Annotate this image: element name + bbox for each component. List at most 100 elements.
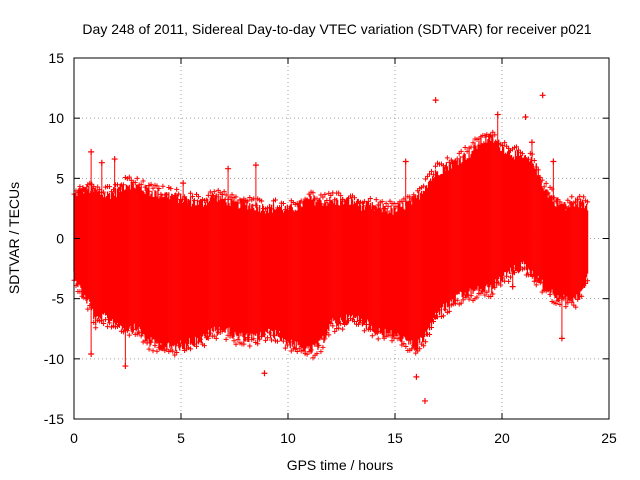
data-point bbox=[393, 332, 399, 338]
data-point bbox=[521, 265, 527, 271]
outlier-layer bbox=[88, 92, 565, 404]
data-point bbox=[531, 158, 537, 164]
outlier-point bbox=[558, 335, 565, 342]
y-tick-label: 10 bbox=[48, 110, 64, 126]
data-point bbox=[446, 308, 452, 314]
data-point bbox=[280, 201, 286, 207]
data-point bbox=[454, 297, 460, 303]
data-point bbox=[263, 337, 269, 343]
data-point bbox=[271, 332, 277, 338]
data-point bbox=[239, 199, 245, 205]
data-point bbox=[411, 342, 417, 348]
x-tick-label: 20 bbox=[494, 430, 510, 446]
data-point bbox=[150, 348, 156, 354]
outlier-point bbox=[111, 156, 118, 163]
data-point bbox=[77, 289, 83, 295]
data-point bbox=[393, 204, 399, 210]
data-point bbox=[276, 204, 282, 210]
data-point bbox=[543, 180, 549, 186]
data-point bbox=[506, 278, 512, 284]
outlier-point bbox=[539, 92, 546, 99]
data-point bbox=[361, 328, 367, 334]
data-point bbox=[160, 344, 166, 350]
data-point bbox=[381, 206, 387, 212]
data-point bbox=[411, 192, 417, 198]
data-point bbox=[269, 337, 275, 343]
data-point bbox=[464, 291, 470, 297]
data-point bbox=[431, 318, 437, 324]
data-point bbox=[369, 333, 375, 339]
data-point bbox=[427, 332, 433, 338]
data-point bbox=[265, 335, 271, 341]
outlier-point bbox=[122, 363, 129, 370]
data-point bbox=[188, 190, 194, 196]
outlier-point bbox=[494, 111, 501, 118]
data-point bbox=[379, 329, 385, 335]
outlier-point bbox=[225, 165, 232, 172]
data-point bbox=[160, 183, 166, 189]
outlier-point bbox=[88, 351, 95, 358]
data-point bbox=[432, 163, 438, 169]
outlier-point bbox=[528, 139, 535, 146]
data-point bbox=[241, 341, 247, 347]
data-point bbox=[134, 175, 140, 181]
data-point bbox=[229, 192, 235, 198]
data-point bbox=[130, 327, 136, 333]
data-point bbox=[207, 330, 213, 336]
data-point bbox=[462, 294, 468, 300]
chart-title: Day 248 of 2011, Sidereal Day-to-day VTE… bbox=[82, 21, 591, 37]
data-point bbox=[421, 343, 427, 349]
data-point bbox=[504, 273, 510, 279]
data-point bbox=[367, 327, 373, 333]
data-point bbox=[585, 199, 591, 205]
data-point bbox=[233, 194, 239, 200]
data-point bbox=[442, 306, 448, 312]
data-point bbox=[332, 328, 338, 334]
data-point bbox=[440, 313, 446, 319]
data-point bbox=[235, 337, 241, 343]
data-point bbox=[539, 177, 545, 183]
data-point bbox=[581, 194, 587, 200]
data-point bbox=[490, 291, 496, 297]
data-point bbox=[535, 167, 541, 173]
data-point bbox=[320, 194, 326, 200]
data-point bbox=[138, 182, 144, 188]
data-point bbox=[500, 275, 506, 281]
data-point bbox=[352, 195, 358, 201]
data-point bbox=[91, 320, 97, 326]
data-point bbox=[274, 338, 280, 344]
data-point bbox=[545, 190, 551, 196]
data-point bbox=[205, 335, 211, 341]
data-point bbox=[174, 350, 180, 356]
data-point bbox=[365, 198, 371, 204]
data-point bbox=[320, 344, 326, 350]
data-point bbox=[413, 196, 419, 202]
data-point bbox=[255, 341, 261, 347]
data-point bbox=[468, 293, 474, 299]
data-point bbox=[120, 182, 126, 188]
data-point bbox=[191, 198, 197, 204]
data-point bbox=[310, 355, 316, 361]
data-point bbox=[142, 184, 148, 190]
data-point bbox=[278, 333, 284, 339]
data-point bbox=[583, 281, 589, 287]
data-point bbox=[116, 322, 122, 328]
data-point bbox=[174, 186, 180, 192]
data-point bbox=[500, 142, 506, 148]
data-point bbox=[352, 318, 358, 324]
outlier-point bbox=[550, 158, 557, 165]
data-point bbox=[195, 194, 201, 200]
data-point bbox=[190, 338, 196, 344]
data-point bbox=[355, 321, 361, 327]
data-point bbox=[233, 341, 239, 347]
data-point bbox=[107, 320, 113, 326]
data-point bbox=[529, 273, 535, 279]
data-point bbox=[89, 305, 95, 311]
y-tick-label: -10 bbox=[44, 351, 64, 367]
data-point bbox=[421, 183, 427, 189]
data-point bbox=[101, 321, 107, 327]
data-point bbox=[442, 164, 448, 170]
data-point bbox=[154, 348, 160, 354]
data-point bbox=[286, 206, 292, 212]
data-point bbox=[324, 329, 330, 335]
